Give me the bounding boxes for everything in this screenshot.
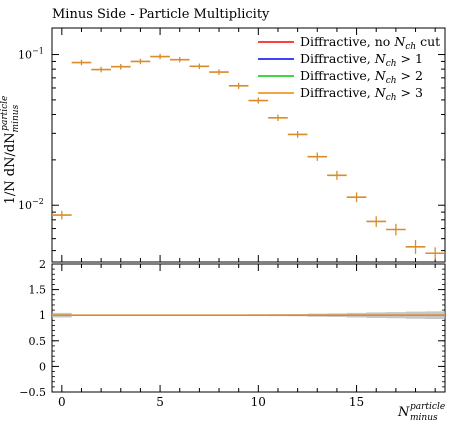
legend-entry: Diffractive, no Nch cut [300, 34, 440, 52]
data-point [228, 82, 249, 89]
data-point [366, 216, 387, 227]
ratio-y-tick-label: 2 [39, 258, 46, 271]
x-axis-label-superscript: particle [410, 402, 445, 412]
chart-title: Minus Side - Particle Multiplicity [52, 7, 270, 22]
data-point [189, 63, 210, 70]
legend-entry: Diffractive, Nch > 1 [300, 51, 423, 69]
data-point [268, 114, 288, 122]
legend-entry: Diffractive, Nch > 2 [300, 68, 423, 86]
data-point [209, 69, 229, 75]
data-point [327, 170, 347, 180]
ratio-y-tick-label: 0 [39, 360, 46, 373]
data-point [150, 53, 170, 60]
main-frame [51, 27, 446, 263]
x-tick-label: 0 [58, 395, 66, 409]
data-point [386, 223, 406, 236]
x-axis-label-subscript: minus [410, 413, 438, 422]
x-axis-label: N [397, 405, 410, 420]
data-point [287, 131, 308, 138]
y-tick-label: 10 [18, 49, 32, 62]
data-point [110, 63, 131, 70]
legend-entry: Diffractive, Nch > 3 [300, 85, 423, 103]
data-point [169, 56, 190, 63]
y-tick-label-exponent: −1 [32, 47, 44, 56]
data-point [248, 97, 269, 104]
data-point [91, 66, 111, 73]
data-point [307, 152, 328, 161]
data-point [52, 210, 72, 220]
y-tick-label-exponent: −2 [32, 197, 44, 206]
data-point [130, 58, 151, 65]
ratio-y-tick-label: 1.5 [29, 284, 47, 297]
ratio-y-tick-label: −0.5 [19, 386, 46, 399]
ratio-y-tick-label: 1 [39, 309, 46, 322]
ratio-frame [51, 263, 446, 393]
ratio-y-tick-label: 0.5 [29, 335, 47, 348]
data-point [425, 247, 445, 260]
data-point [405, 240, 426, 254]
ratio-plot-panel: 0 5 10 15 −0.5 0 0.5 1 1.5 2 [19, 258, 446, 409]
data-point [346, 192, 367, 203]
x-tick-label: 5 [156, 395, 164, 409]
x-tick-label: 10 [251, 395, 266, 409]
y-axis-label: 1/N dN/dNminusparticle [0, 96, 21, 205]
y-tick-label: 10 [18, 199, 32, 212]
main-plot-panel: 10−210−1 [18, 27, 446, 392]
data-point [71, 59, 92, 66]
x-tick-label: 15 [349, 395, 364, 409]
